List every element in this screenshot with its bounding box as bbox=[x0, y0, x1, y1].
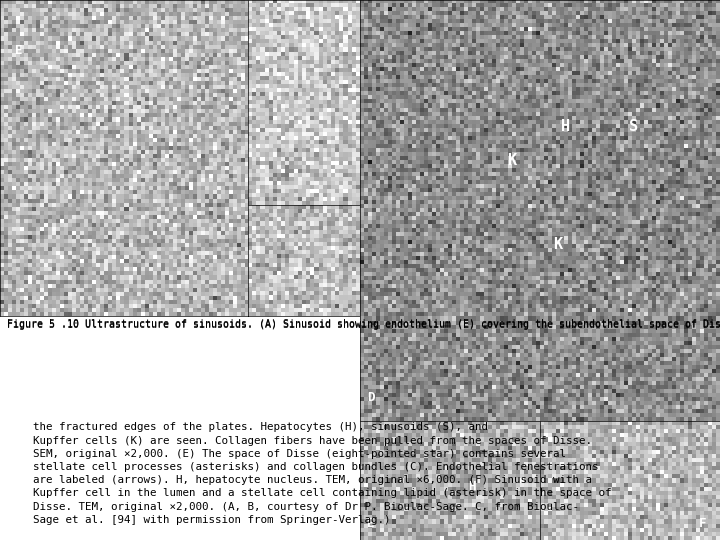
Text: the fractured edges of the plates. Hepatocytes (H), sinusoids (S), and
    Kupff: the fractured edges of the plates. Hepat… bbox=[7, 422, 612, 525]
Text: H: H bbox=[468, 480, 475, 493]
Text: D: D bbox=[367, 392, 374, 404]
Text: E: E bbox=[15, 44, 22, 57]
Text: F: F bbox=[698, 517, 706, 530]
Text: K: K bbox=[507, 153, 516, 167]
Text: K: K bbox=[554, 237, 562, 252]
Text: Figure 5 .10 Ultrastructure of sinusoids. (A) Sinusoid showing endothelium (E) c: Figure 5 .10 Ultrastructure of sinusoids… bbox=[7, 319, 720, 329]
Text: H: H bbox=[561, 119, 570, 134]
Text: S: S bbox=[629, 119, 638, 134]
Text: E: E bbox=[367, 517, 374, 530]
Text: Figure 5 .10 Ultrastructure of sinusoids. (A) Sinusoid showing endothelium (E) c: Figure 5 .10 Ultrastructure of sinusoids… bbox=[7, 320, 720, 330]
